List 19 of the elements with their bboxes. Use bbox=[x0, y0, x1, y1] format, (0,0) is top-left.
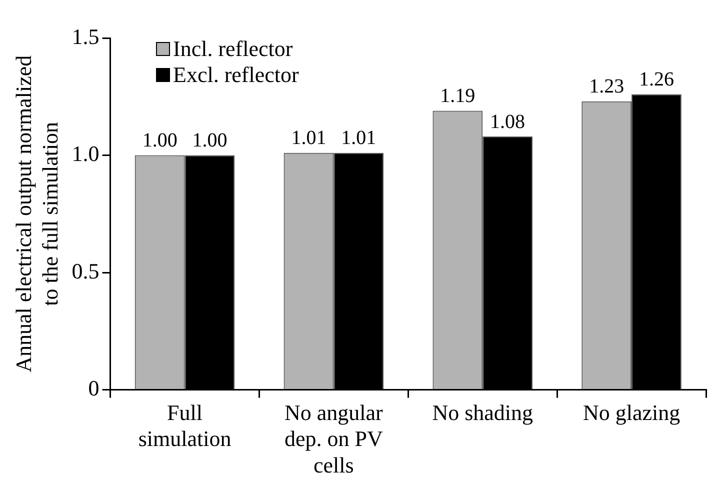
y-axis-title: Annual electrical output normalized to the full simulation bbox=[10, 55, 62, 372]
legend-label: Incl. reflector bbox=[173, 36, 293, 62]
x-tick-label: No shading bbox=[432, 400, 534, 425]
y-tick-label: 1.5 bbox=[72, 24, 100, 49]
data-label: 1.26 bbox=[638, 68, 674, 91]
x-tick-label: No glazing bbox=[582, 400, 680, 425]
data-label: 1.08 bbox=[490, 110, 526, 133]
data-label: 1.01 bbox=[291, 127, 326, 150]
data-label: 1.19 bbox=[440, 84, 476, 107]
y-tick-label: 0 bbox=[88, 376, 100, 401]
legend-label: Excl. reflector bbox=[173, 62, 299, 88]
data-label: 1.00 bbox=[142, 130, 178, 152]
x-tick-label: No angular dep. on PV cells bbox=[284, 400, 384, 478]
y-tick-label: 0.5 bbox=[72, 258, 100, 284]
data-label: 1.01 bbox=[341, 127, 376, 150]
y-tick-label: 1.0 bbox=[72, 141, 100, 166]
data-label: 1.23 bbox=[589, 76, 624, 98]
data-label: 1.00 bbox=[192, 130, 228, 152]
x-tick-label: Full simulation bbox=[138, 400, 232, 452]
